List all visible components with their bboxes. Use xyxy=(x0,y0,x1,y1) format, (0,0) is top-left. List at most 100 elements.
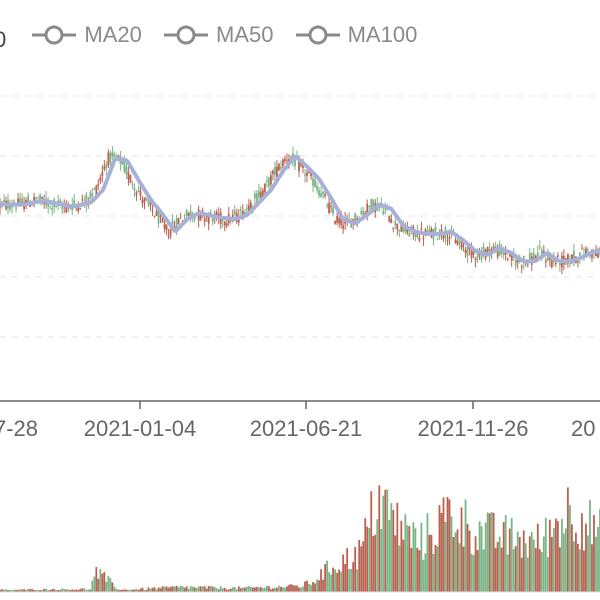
volume-bar xyxy=(546,557,549,592)
candle xyxy=(336,210,339,226)
volume-bar xyxy=(390,503,393,592)
candle xyxy=(504,246,507,261)
volume-bar xyxy=(93,576,96,592)
x-tick-label: 2021-11-26 xyxy=(418,416,529,441)
volume-bar xyxy=(282,587,284,592)
volume-bar xyxy=(394,535,397,592)
volume-bar xyxy=(368,528,371,592)
volume-bar xyxy=(402,539,405,592)
volume-bar xyxy=(109,578,112,592)
candle xyxy=(151,205,154,216)
volume-bar xyxy=(231,587,234,592)
volume-bar xyxy=(585,523,587,592)
volume-bar xyxy=(304,581,306,592)
candle xyxy=(316,181,318,194)
volume-bar xyxy=(524,543,527,592)
volume-bar xyxy=(55,590,58,592)
volume-bar xyxy=(500,547,503,592)
volume-bar xyxy=(119,590,122,592)
volume-bar xyxy=(472,555,475,592)
candle xyxy=(432,228,435,246)
candle xyxy=(284,155,286,165)
x-tick-label: 2021-06-21 xyxy=(250,416,363,441)
volume-bar xyxy=(61,588,64,592)
volume-bar xyxy=(360,546,363,592)
volume-bar xyxy=(496,542,499,592)
candle xyxy=(306,169,308,183)
volume-bar xyxy=(159,588,162,592)
volume-bar xyxy=(518,536,521,592)
volume-bar xyxy=(19,589,21,592)
candle xyxy=(153,215,156,218)
volume-bars xyxy=(0,485,600,592)
volume-bar xyxy=(167,587,170,592)
volume-bar xyxy=(432,553,435,592)
candle xyxy=(278,162,280,172)
candle xyxy=(163,218,166,233)
candle xyxy=(326,202,328,209)
volume-bar xyxy=(342,554,345,592)
volume-bar xyxy=(183,587,186,592)
volume-bar xyxy=(51,589,54,592)
volume-bar xyxy=(566,487,569,592)
candle xyxy=(101,165,104,183)
legend-item-ma50[interactable]: MA50 xyxy=(163,22,273,48)
volume-bar xyxy=(302,586,304,592)
volume-bar xyxy=(474,536,477,592)
legend-item-ma100[interactable]: MA100 xyxy=(295,22,418,48)
candle xyxy=(304,169,306,183)
volume-bar xyxy=(257,587,260,592)
volume-bar xyxy=(522,530,525,592)
volume-bar xyxy=(384,489,387,592)
volume-bar xyxy=(548,519,551,592)
volume-bar xyxy=(65,589,68,592)
volume-bar xyxy=(185,586,188,592)
volume-bar xyxy=(510,518,513,592)
volume-bar xyxy=(498,536,501,592)
volume-bar xyxy=(39,590,42,592)
volume-bar xyxy=(3,589,5,592)
volume-bar xyxy=(494,548,497,592)
volume-bar xyxy=(392,509,395,592)
volume-bar xyxy=(502,522,505,592)
volume-bar xyxy=(456,529,459,592)
volume-bar xyxy=(25,590,27,592)
volume-bar xyxy=(163,586,166,592)
candle xyxy=(388,215,391,223)
candle xyxy=(197,205,200,228)
volume-bar xyxy=(274,587,276,592)
candle xyxy=(280,160,282,172)
volume-bar xyxy=(131,589,134,592)
volume-bar xyxy=(203,586,206,592)
candle xyxy=(111,146,114,160)
volume-bar xyxy=(354,546,357,592)
volume-bar xyxy=(326,560,328,592)
volume-bar xyxy=(177,587,180,592)
volume-bar xyxy=(550,536,553,592)
volume-bar xyxy=(404,514,407,592)
volume-bar xyxy=(450,516,453,592)
legend-item-ma20[interactable]: MA20 xyxy=(32,22,142,48)
volume-bar xyxy=(408,526,411,592)
volume-bar xyxy=(267,586,270,592)
volume-bar xyxy=(358,540,361,592)
volume-bar xyxy=(129,589,132,592)
candlestick-series xyxy=(0,146,600,274)
legend-line-circle-icon xyxy=(32,25,77,45)
candle xyxy=(360,207,363,216)
volume-bar xyxy=(595,536,597,592)
legend-label-ma100: MA100 xyxy=(347,22,418,47)
candle xyxy=(506,257,509,262)
candle xyxy=(526,262,529,268)
volume-bar xyxy=(201,586,204,592)
volume-bar xyxy=(173,586,176,592)
candle xyxy=(267,176,270,192)
volume-bar xyxy=(446,496,449,592)
volume-bar xyxy=(312,581,314,592)
volume-bar xyxy=(362,541,365,592)
volume-bar xyxy=(306,580,308,592)
candle xyxy=(265,175,268,188)
candle xyxy=(581,244,583,250)
volume-bar xyxy=(43,588,46,592)
